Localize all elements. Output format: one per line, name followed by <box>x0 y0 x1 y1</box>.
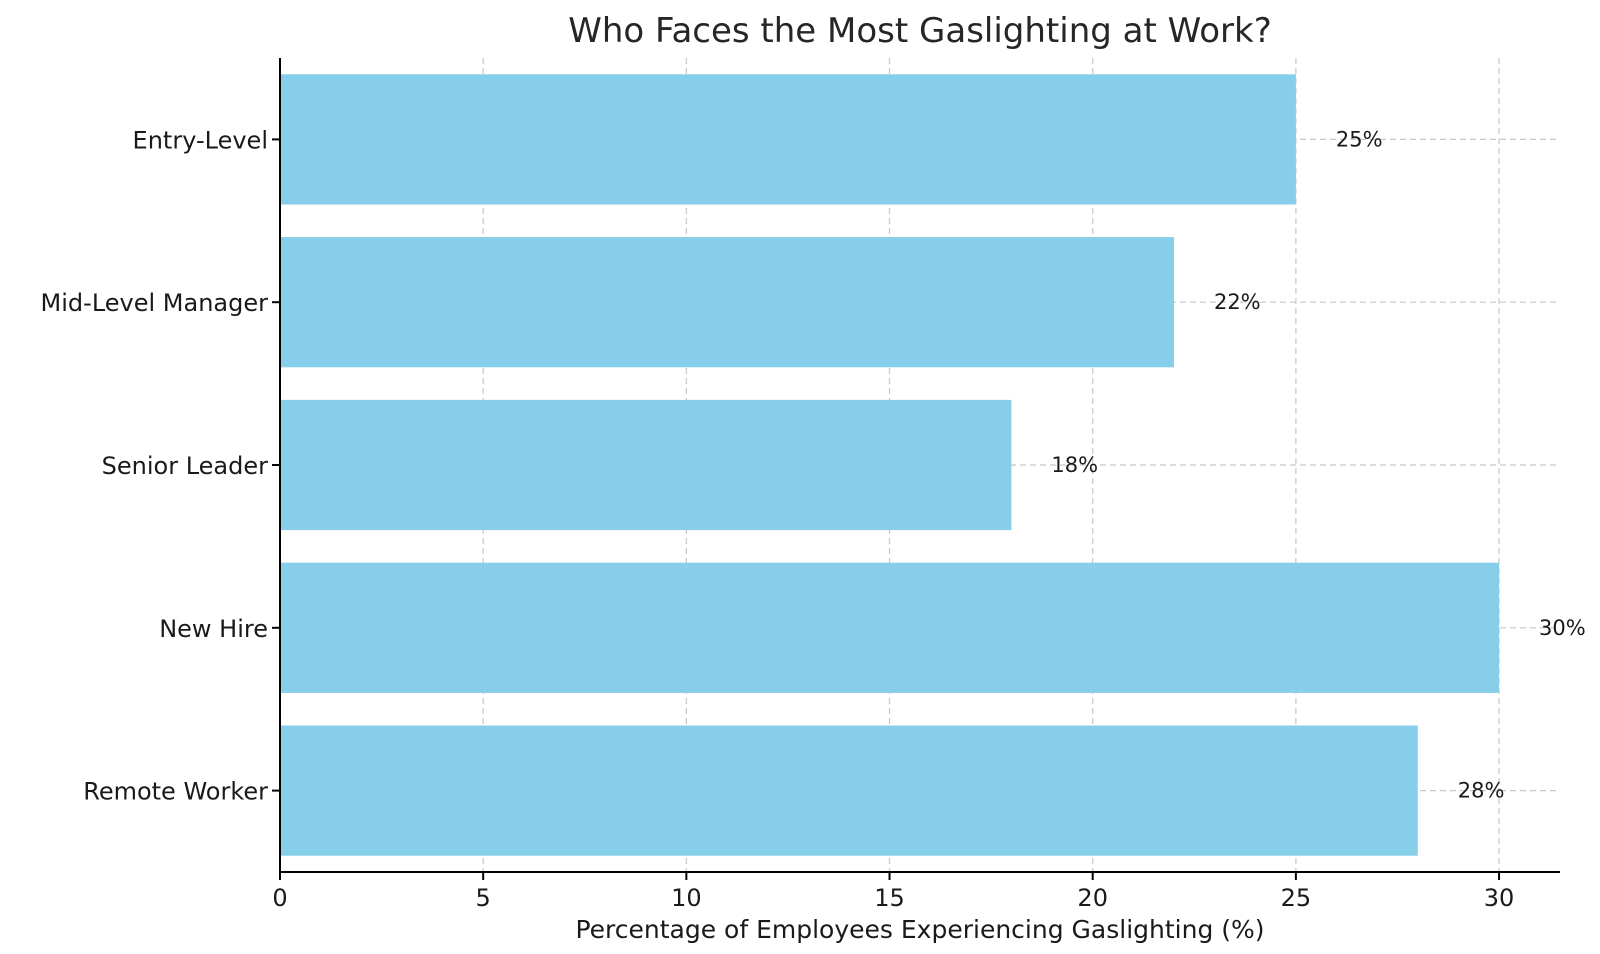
data-label: 18% <box>1051 453 1098 477</box>
data-labels: 25% 22% 18% 30% 28% <box>1051 127 1585 802</box>
axes <box>272 58 1560 880</box>
data-label: 28% <box>1458 779 1505 803</box>
bar <box>280 562 1500 693</box>
x-axis-label: Percentage of Employees Experiencing Gas… <box>575 915 1264 944</box>
x-tick-label: 25 <box>1281 884 1312 912</box>
x-tick-label: 30 <box>1484 884 1515 912</box>
bar <box>280 74 1296 205</box>
bar <box>280 237 1174 368</box>
data-label: 25% <box>1336 127 1383 151</box>
bar <box>280 399 1012 531</box>
y-tick-label: Remote Worker <box>83 778 268 806</box>
x-tick-label: 10 <box>671 884 702 912</box>
y-tick-label: Mid-Level Manager <box>41 289 269 317</box>
x-tick-label: 20 <box>1077 884 1108 912</box>
tick-labels: Entry-Level Mid-Level Manager Senior Leade… <box>41 126 1515 912</box>
bars <box>280 74 1500 856</box>
x-tick-label: 15 <box>874 884 905 912</box>
x-tick-label: 5 <box>476 884 491 912</box>
y-tick-label: Senior Leader <box>102 452 268 480</box>
y-tick-label: Entry-Level <box>133 126 268 154</box>
y-tick-label: New Hire <box>159 615 268 643</box>
bar <box>280 725 1418 856</box>
chart-title: Who Faces the Most Gaslighting at Work? <box>568 11 1272 51</box>
data-label: 30% <box>1539 616 1586 640</box>
x-tick-label: 0 <box>272 884 287 912</box>
data-label: 22% <box>1214 290 1261 314</box>
